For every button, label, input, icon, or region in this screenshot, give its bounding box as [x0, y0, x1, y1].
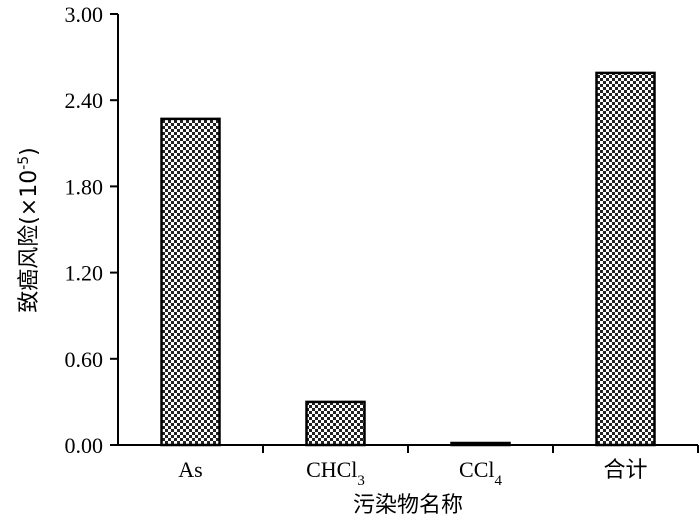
x-tick-label: 合计 [603, 458, 647, 483]
y-axis-title-sup: -5 [16, 156, 32, 170]
y-tick-label: 3.00 [65, 2, 104, 27]
plot-area [160, 71, 656, 447]
bar [595, 71, 656, 447]
y-axis-title: 致癌风险(×10-5) [16, 147, 42, 313]
y-tick-label: 0.00 [65, 433, 104, 458]
y-tick-label: 0.60 [65, 347, 104, 372]
y-axis-ticks: 0.00 0.60 1.20 1.80 2.40 3.00 [65, 2, 118, 458]
y-tick-label: 2.40 [65, 88, 104, 113]
y-axis-title-close: ) [17, 147, 42, 156]
bar [160, 117, 221, 447]
x-tick-label: As [178, 457, 202, 482]
y-tick-label: 1.20 [65, 261, 104, 286]
x-tick-label: CHCl3 [306, 457, 365, 489]
x-axis-ticks: As CHCl3 CCl4 合计 [178, 445, 699, 489]
y-axis-title-main: 致癌风险(×10 [17, 170, 42, 313]
bar [305, 400, 366, 447]
y-tick-label: 1.80 [65, 174, 104, 199]
x-axis-title: 污染物名称 [353, 493, 463, 518]
x-tick-label: CCl4 [459, 457, 502, 489]
